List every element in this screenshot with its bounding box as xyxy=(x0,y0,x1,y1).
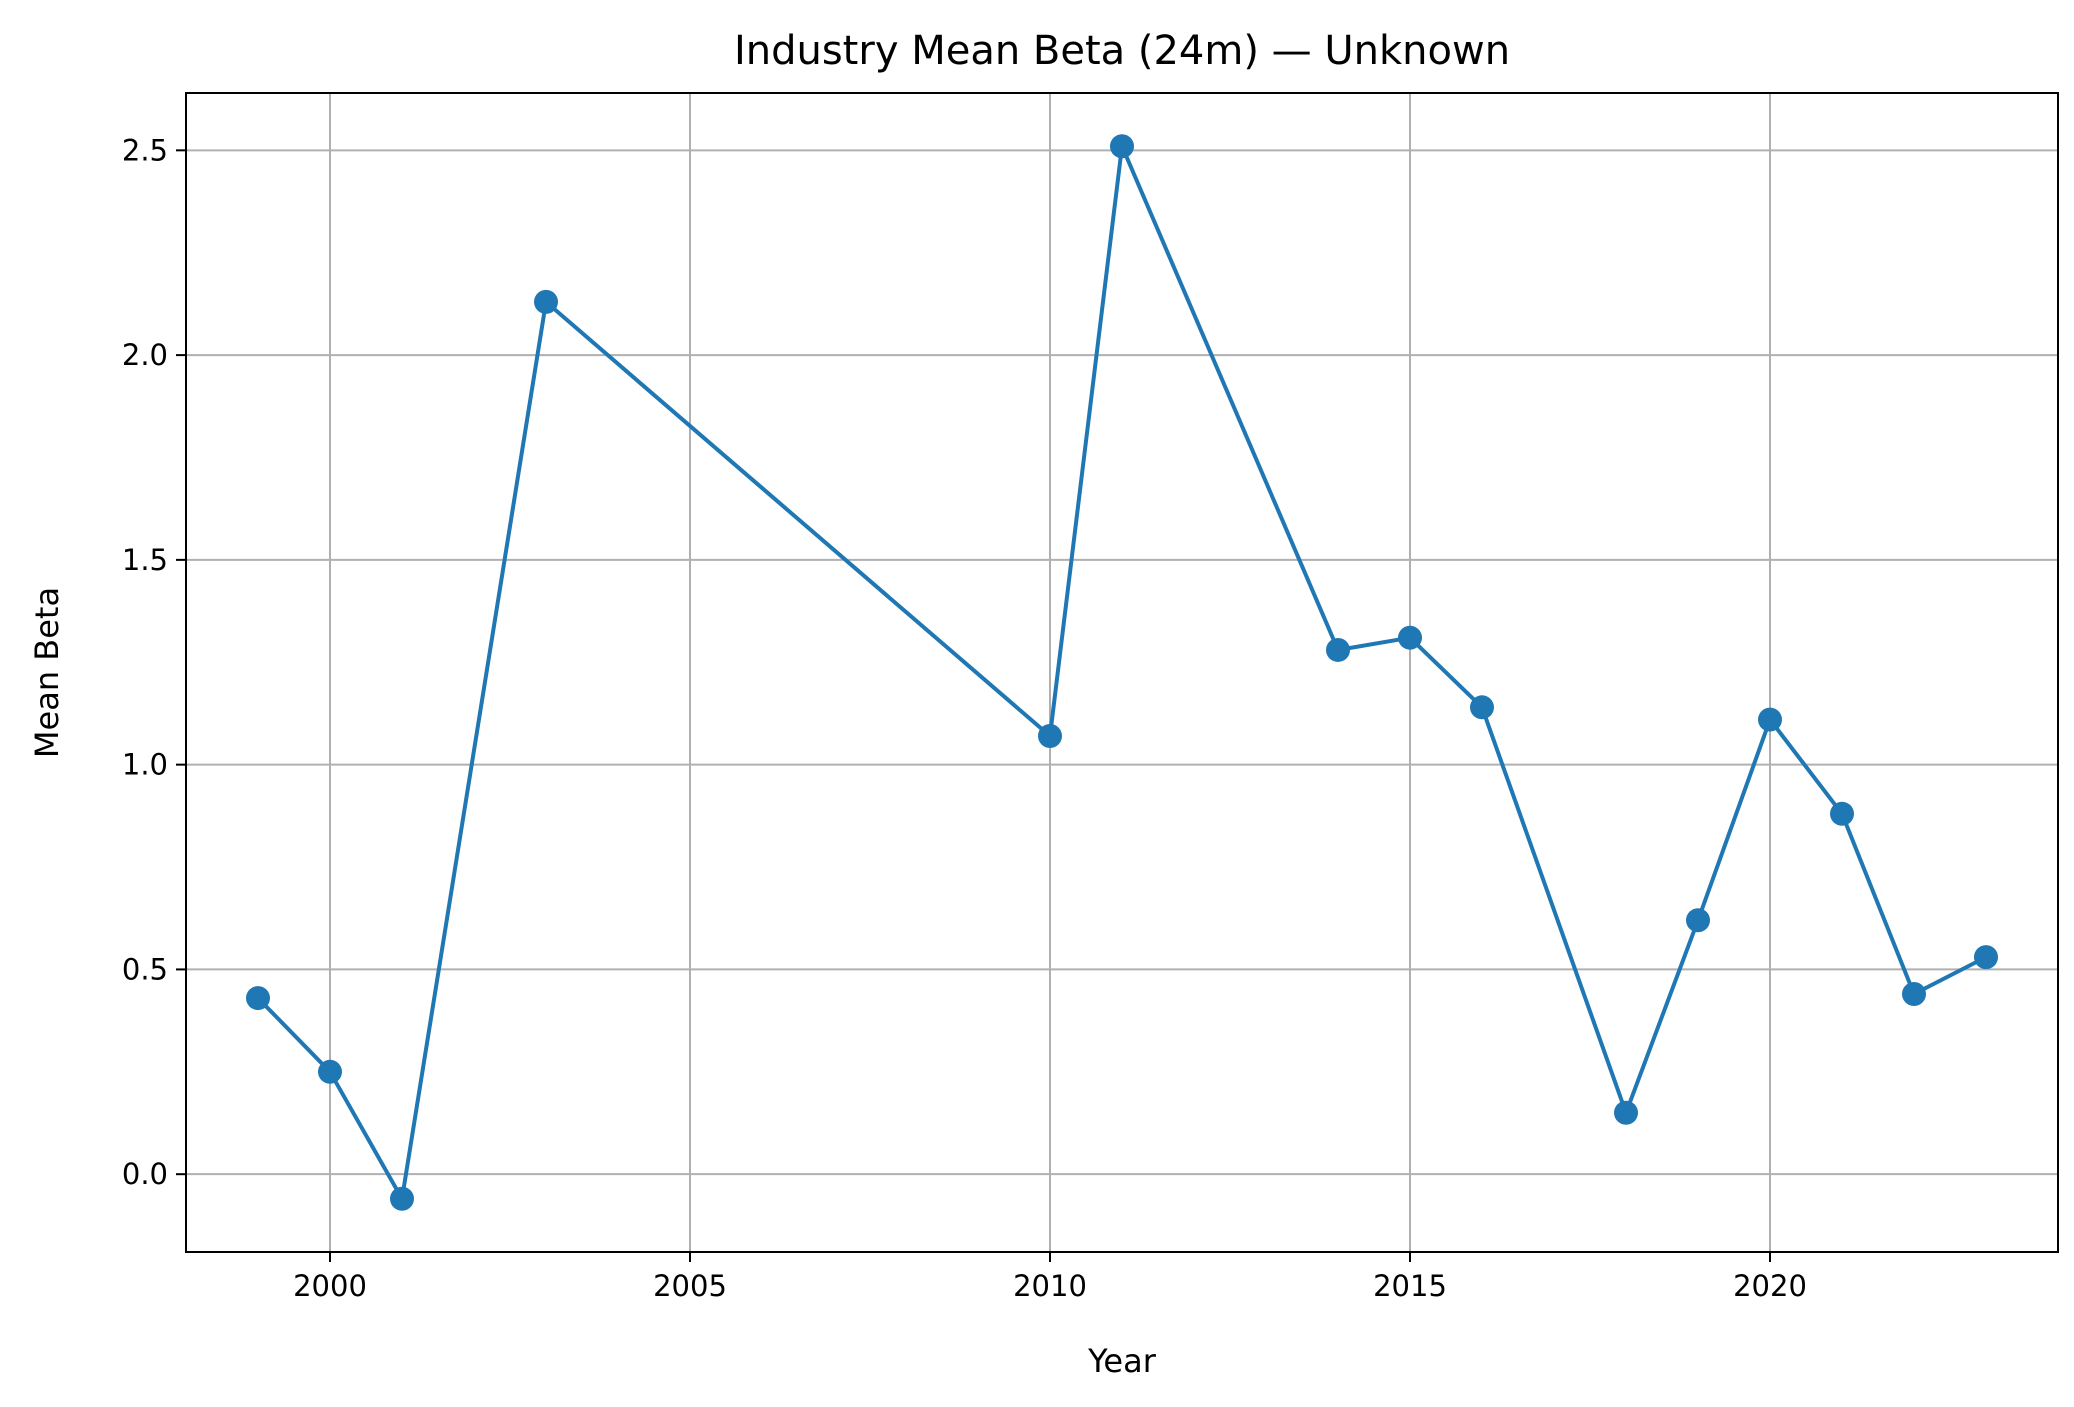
y-tick-label: 0.5 xyxy=(122,952,168,986)
data-point xyxy=(1470,695,1494,720)
x-tick-label: 2020 xyxy=(1733,1269,1807,1303)
data-point xyxy=(1830,801,1854,826)
data-point xyxy=(390,1186,414,1211)
x-tick-label: 2010 xyxy=(1013,1269,1087,1303)
data-point xyxy=(1038,723,1062,748)
data-point xyxy=(1398,625,1422,650)
data-point xyxy=(1686,908,1710,933)
x-tick-label: 2015 xyxy=(1373,1269,1447,1303)
tick-layer: 2000 2005 2010 2015 2020 0.0 0.5 1.0 1.5 2.0 2.5 xyxy=(122,133,1807,1303)
series-layer xyxy=(246,134,1998,1211)
y-tick-label: 2.0 xyxy=(122,338,168,372)
y-tick-label: 0.0 xyxy=(122,1157,168,1191)
y-tick-label: 1.0 xyxy=(122,748,168,782)
chart-title: Industry Mean Beta (24m) — Unknown xyxy=(734,28,1510,74)
data-point xyxy=(1110,134,1134,159)
data-point xyxy=(1974,945,1998,970)
x-axis-title: Year xyxy=(1087,1342,1157,1380)
x-tick-label: 2005 xyxy=(653,1269,727,1303)
data-point xyxy=(1326,637,1350,662)
data-point xyxy=(1758,707,1782,732)
data-point xyxy=(318,1059,342,1084)
data-point xyxy=(1614,1100,1638,1125)
y-axis-title: Mean Beta xyxy=(28,587,66,758)
grid-lines xyxy=(186,93,2058,1252)
axes-frame xyxy=(185,92,2059,1253)
y-tick-label: 1.5 xyxy=(122,543,168,577)
y-tick-label: 2.5 xyxy=(122,133,168,167)
x-tick-label: 2000 xyxy=(293,1269,367,1303)
data-point xyxy=(246,986,270,1011)
data-point xyxy=(1902,981,1926,1006)
data-point xyxy=(534,289,558,314)
